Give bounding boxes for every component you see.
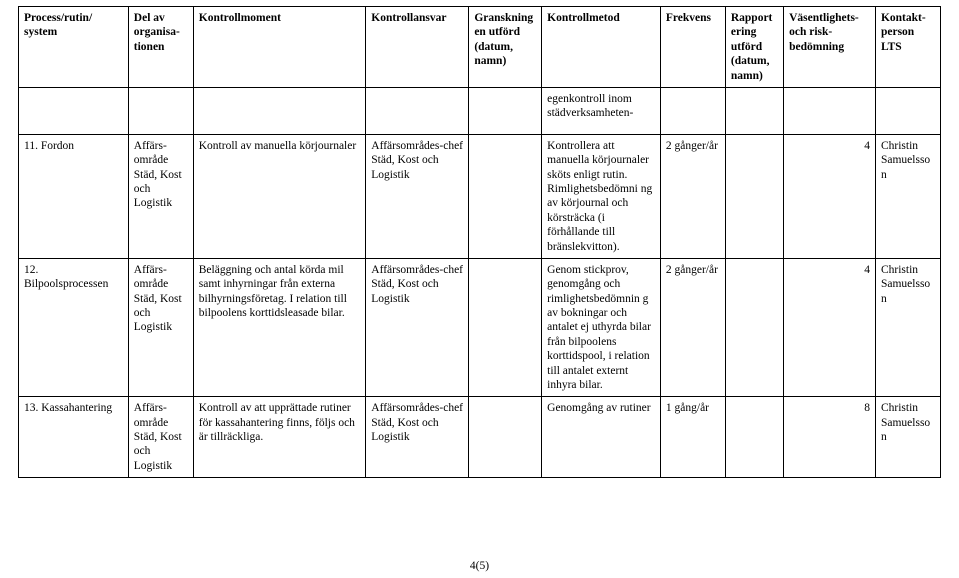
cell-moment: Kontroll av manuella körjournaler xyxy=(193,134,366,258)
cell-empty xyxy=(193,87,366,134)
cell-org: Affärs-område Städ, Kost och Logistik xyxy=(128,134,193,258)
cell-ansvar: Affärsområdes-chef Städ, Kost och Logist… xyxy=(366,134,469,258)
table-row: 11. Fordon Affärs-område Städ, Kost och … xyxy=(19,134,941,258)
page-number: 4(5) xyxy=(0,560,959,572)
cell-gransk xyxy=(469,134,542,258)
cell-ansvar: Affärsområdes-chef Städ, Kost och Logist… xyxy=(366,258,469,396)
cell-ansvar: Affärsområdes-chef Städ, Kost och Logist… xyxy=(366,397,469,478)
th-risk: Väsentlighets- och risk- bedömning xyxy=(784,7,876,88)
cell-empty xyxy=(19,87,129,134)
cell-metod: Genomgång av rutiner xyxy=(542,397,661,478)
cell-process: 12. Bilpoolsprocessen xyxy=(19,258,129,396)
cell-kontakt: Christin Samuelsson xyxy=(875,134,940,258)
th-org: Del av organisa- tionen xyxy=(128,7,193,88)
cell-frekv: 2 gånger/år xyxy=(660,134,725,258)
cell-empty xyxy=(875,87,940,134)
th-rapport: Rapport ering utförd (datum, namn) xyxy=(725,7,783,88)
th-ansvar: Kontrollansvar xyxy=(366,7,469,88)
cell-org: Affärs-område Städ, Kost och Logistik xyxy=(128,397,193,478)
table-row: 12. Bilpoolsprocessen Affärs-område Städ… xyxy=(19,258,941,396)
cell-process: 13. Kassahantering xyxy=(19,397,129,478)
th-process: Process/rutin/ system xyxy=(19,7,129,88)
cell-carry-metod: egenkontroll inom städverksamheten- xyxy=(542,87,661,134)
cell-risk: 4 xyxy=(784,258,876,396)
cell-risk: 8 xyxy=(784,397,876,478)
th-moment: Kontrollmoment xyxy=(193,7,366,88)
cell-moment: Beläggning och antal körda mil samt inhy… xyxy=(193,258,366,396)
table-header-row: Process/rutin/ system Del av organisa- t… xyxy=(19,7,941,88)
cell-empty xyxy=(660,87,725,134)
th-metod: Kontrollmetod xyxy=(542,7,661,88)
cell-frekv: 1 gång/år xyxy=(660,397,725,478)
table-row: 13. Kassahantering Affärs-område Städ, K… xyxy=(19,397,941,478)
th-frekv: Frekvens xyxy=(660,7,725,88)
th-gransk: Granskning en utförd (datum, namn) xyxy=(469,7,542,88)
cell-metod: Genom stickprov, genomgång och rimlighet… xyxy=(542,258,661,396)
cell-empty xyxy=(725,87,783,134)
cell-rapport xyxy=(725,397,783,478)
cell-rapport xyxy=(725,258,783,396)
cell-empty xyxy=(128,87,193,134)
cell-empty xyxy=(366,87,469,134)
cell-kontakt: Christin Samuelsson xyxy=(875,258,940,396)
cell-org: Affärs-område Städ, Kost och Logistik xyxy=(128,258,193,396)
cell-risk: 4 xyxy=(784,134,876,258)
cell-kontakt: Christin Samuelsson xyxy=(875,397,940,478)
cell-empty xyxy=(469,87,542,134)
th-kontakt: Kontakt- person LTS xyxy=(875,7,940,88)
cell-empty xyxy=(784,87,876,134)
cell-process: 11. Fordon xyxy=(19,134,129,258)
cell-gransk xyxy=(469,258,542,396)
cell-moment: Kontroll av att upprättade rutiner för k… xyxy=(193,397,366,478)
cell-gransk xyxy=(469,397,542,478)
cell-frekv: 2 gånger/år xyxy=(660,258,725,396)
cell-rapport xyxy=(725,134,783,258)
page: Process/rutin/ system Del av organisa- t… xyxy=(0,0,959,578)
table-carry-row: egenkontroll inom städverksamheten- xyxy=(19,87,941,134)
cell-metod: Kontrollera att manuella körjournaler sk… xyxy=(542,134,661,258)
control-plan-table: Process/rutin/ system Del av organisa- t… xyxy=(18,6,941,478)
